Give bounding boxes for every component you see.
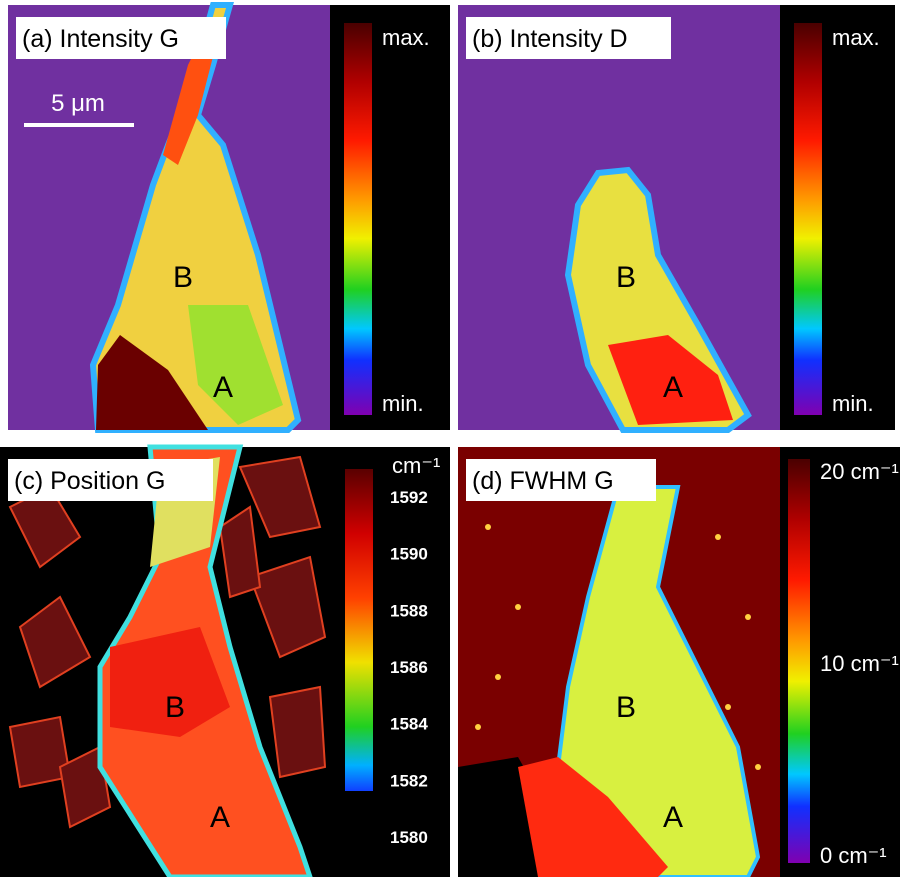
colorbar-min: min. (382, 391, 424, 416)
panel-label: (d) FWHM G (472, 467, 614, 495)
colorbar (794, 23, 822, 415)
colorbar-tick-label: 1588 (390, 601, 428, 620)
colorbar (345, 469, 373, 791)
panel-d: (d) FWHM G B A 20 cm⁻¹ 10 cm⁻¹ 0 cm⁻¹ (458, 447, 900, 877)
colorbar (788, 459, 810, 863)
panel-b: (b) Intensity D B A max. min. (458, 5, 895, 430)
colorbar-max: max. (382, 25, 430, 50)
panel-c: (c) Position G B A cm⁻¹ 1592 1590 1588 1586… (0, 447, 450, 877)
colorbar-unit: cm⁻¹ (392, 453, 440, 478)
panel-label: (c) Position G (14, 467, 165, 495)
colorbar-tick-label: 1586 (390, 658, 428, 677)
colorbar-tick-label: 0 cm⁻¹ (820, 843, 887, 868)
panel-a: (a) Intensity G 5 μm B A max. min. (8, 5, 450, 430)
point-label: A (663, 801, 683, 834)
colorbar-max: max. (832, 25, 880, 50)
point-label: A (213, 371, 233, 404)
colorbar-tick-label: 1580 (390, 828, 428, 847)
figure: (a) Intensity G 5 μm B A max. min. (b) I… (0, 0, 900, 877)
colorbar-tick-label: 1584 (390, 715, 428, 734)
point-label: A (210, 801, 230, 834)
point-label: B (616, 261, 636, 294)
point-label: B (173, 261, 193, 294)
colorbar-tick-label: 20 cm⁻¹ (820, 459, 899, 484)
colorbar (344, 23, 372, 415)
colorbar-tick-label: 1582 (390, 771, 428, 790)
colorbar-min: min. (832, 391, 874, 416)
point-label: B (165, 691, 185, 724)
point-label: A (663, 371, 683, 404)
colorbar-tick-label: 10 cm⁻¹ (820, 651, 899, 676)
colorbar-tick-label: 1590 (390, 545, 428, 564)
colorbar-tick-label: 1592 (390, 488, 428, 507)
panel-label: (a) Intensity G (22, 25, 179, 53)
scale-label: 5 μm (51, 90, 105, 117)
panel-label: (b) Intensity D (472, 25, 628, 53)
point-label: B (616, 691, 636, 724)
